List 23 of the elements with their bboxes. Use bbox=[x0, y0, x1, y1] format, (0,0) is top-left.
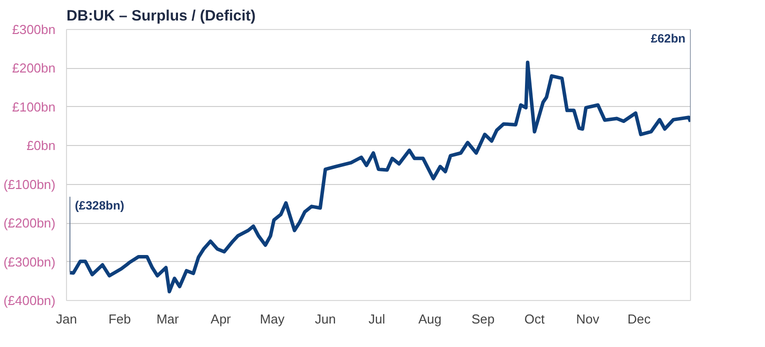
x-tick-label: Apr bbox=[210, 312, 232, 326]
x-tick-label: May bbox=[260, 312, 285, 326]
y-tick-label: (£200bn) bbox=[3, 216, 56, 231]
y-tick-label: £200bn bbox=[12, 60, 56, 76]
y-tick-label: (£100bn) bbox=[3, 176, 56, 192]
y-tick-label: £300bn bbox=[12, 22, 56, 37]
x-tick-label: Nov bbox=[576, 312, 600, 326]
x-tick-label: Aug bbox=[418, 312, 442, 326]
x-tick-label: Dec bbox=[628, 312, 652, 326]
y-tick-label: (£300bn) bbox=[3, 254, 56, 270]
y-tick-label: £0bn bbox=[26, 138, 56, 154]
x-tick-label: Mar bbox=[156, 312, 180, 326]
annotation: (£328bn) bbox=[74, 198, 124, 213]
y-tick-label: £100bn bbox=[12, 99, 56, 114]
x-tick-label: Feb bbox=[108, 312, 131, 326]
x-tick-label: Oct bbox=[524, 312, 545, 326]
annotation: £62bn bbox=[650, 32, 686, 46]
x-tick-label: Sep bbox=[472, 312, 495, 326]
x-tick-label: Jun bbox=[314, 312, 336, 326]
chart-title: DB:UK – Surplus / (Deficit) bbox=[66, 8, 256, 24]
x-tick-label: Jul bbox=[368, 312, 386, 326]
y-tick-label: (£400bn) bbox=[3, 293, 56, 308]
x-tick-label: Jan bbox=[56, 312, 77, 326]
